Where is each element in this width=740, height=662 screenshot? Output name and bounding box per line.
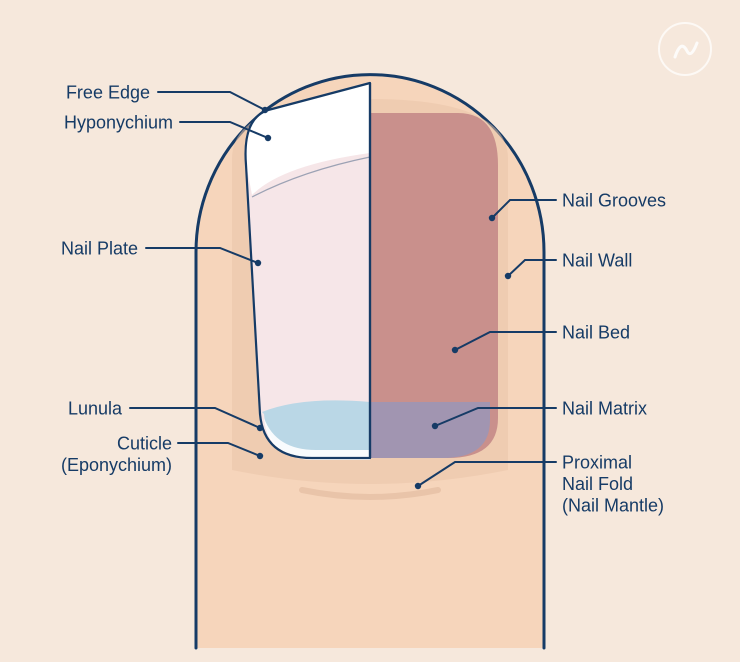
label-text-nail_matrix: Nail Matrix: [562, 398, 647, 418]
label-text-nail_wall: Nail Wall: [562, 250, 632, 270]
label-text-lunula: Lunula: [68, 398, 123, 418]
label-text-nail_grooves: Nail Grooves: [562, 190, 666, 210]
brand-logo: [658, 22, 712, 76]
label-text-nail_bed: Nail Bed: [562, 322, 630, 342]
label-text-free_edge: Free Edge: [66, 82, 150, 102]
label-text-nail_plate: Nail Plate: [61, 238, 138, 258]
nail-anatomy-svg: Free EdgeHyponychiumNail PlateLunulaCuti…: [0, 0, 740, 657]
label-text-hyponychium: Hyponychium: [64, 112, 173, 132]
diagram-canvas: Free EdgeHyponychiumNail PlateLunulaCuti…: [0, 0, 740, 657]
